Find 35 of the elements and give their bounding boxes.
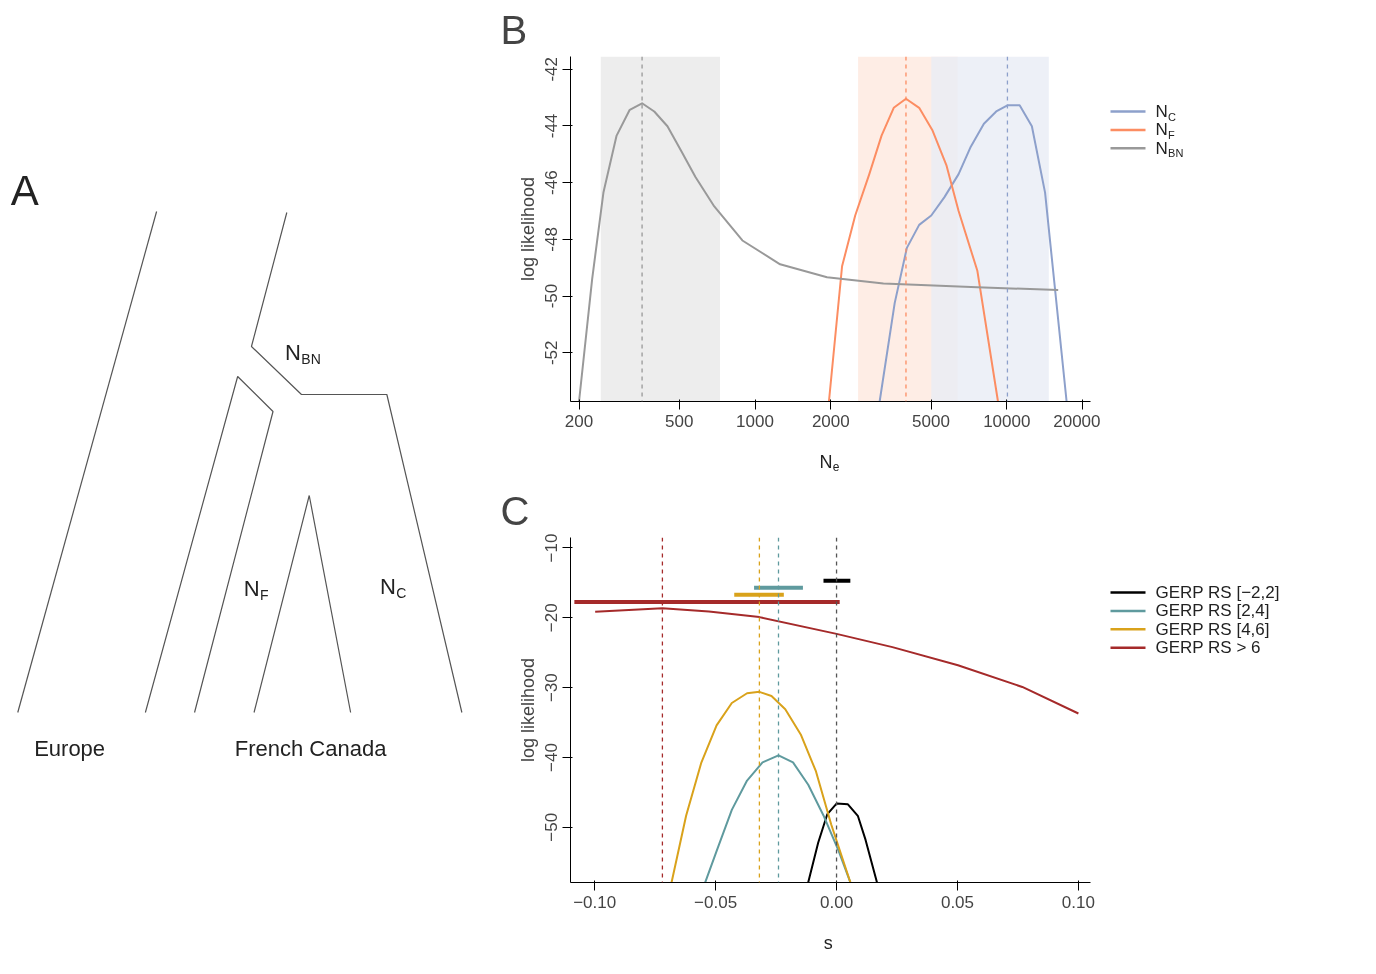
x-tick-label: 20000 [1053,411,1101,431]
x-tick-label: 200 [564,411,594,431]
chart-title: B [500,7,528,52]
x-tick-label: 5000 [912,411,950,431]
y-tick-label: −30 [542,673,562,703]
x-tick-label: −0.10 [573,892,617,912]
y-tick-label: -42 [542,56,562,82]
y-tick-label: −50 [542,812,562,842]
y-tick-label: −40 [542,743,562,772]
y-axis-title: log likelihood [517,176,538,282]
x-tick-label: 0.05 [940,892,975,912]
text: A [10,167,39,214]
y-tick-label: −10 [542,533,562,563]
x-tick-label: −0.05 [694,892,738,912]
legend-label: GERP RS [−2,2] [1155,583,1280,603]
x-tick-label: 500 [665,411,694,431]
x-tick-label: 0.00 [820,892,854,912]
y-tick-label: -48 [542,227,562,252]
x-axis-title: s [823,932,833,953]
x-tick-label: 0.10 [1061,892,1095,912]
y-tick-label: -52 [542,340,562,366]
chart-title: C [500,488,530,533]
y-tick-label: −20 [542,603,562,633]
y-tick-label: -46 [542,170,562,195]
y-tick-label: -50 [542,283,562,309]
x-tick-label: 1000 [736,411,774,431]
x-tick-label: 2000 [811,411,850,431]
text: Europe [34,736,106,761]
legend-label: GERP RS > 6 [1155,638,1261,658]
y-axis-title: log likelihood [517,657,538,763]
x-tick-label: 10000 [983,411,1031,431]
legend-label: GERP RS [2,4] [1155,601,1270,621]
legend-label: GERP RS [4,6] [1155,619,1270,639]
y-tick-label: -44 [542,113,562,139]
text: French Canada [234,736,388,761]
